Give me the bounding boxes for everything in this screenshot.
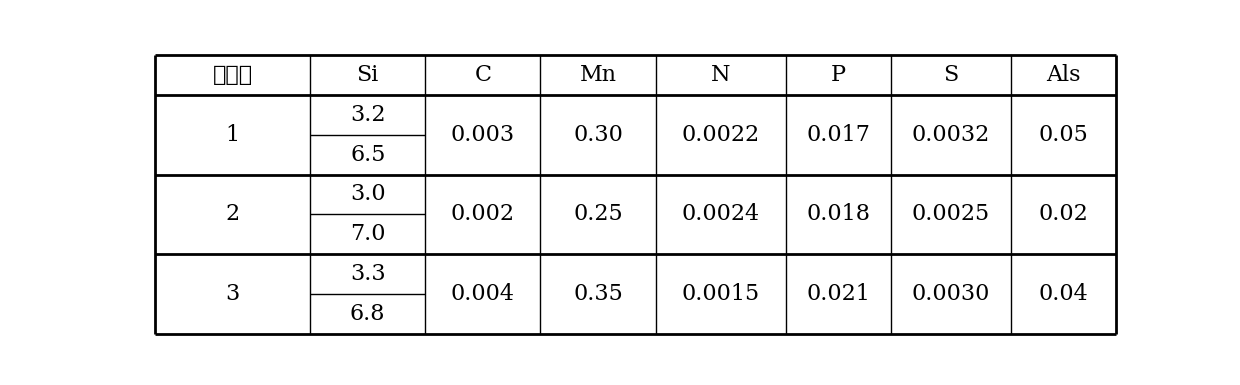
Text: 0.02: 0.02: [1039, 203, 1089, 225]
Text: Si: Si: [357, 64, 379, 86]
Text: 0.35: 0.35: [573, 283, 622, 305]
Text: 0.25: 0.25: [573, 203, 622, 225]
Text: 2: 2: [226, 203, 239, 225]
Text: 0.0022: 0.0022: [682, 124, 760, 146]
Text: 0.003: 0.003: [451, 124, 515, 146]
Text: 7.0: 7.0: [350, 223, 386, 245]
Text: 0.004: 0.004: [451, 283, 515, 305]
Text: 6.5: 6.5: [350, 144, 386, 166]
Text: 0.0030: 0.0030: [911, 283, 990, 305]
Text: 0.017: 0.017: [806, 124, 870, 146]
Text: 3.3: 3.3: [350, 263, 386, 285]
Text: 3: 3: [226, 283, 239, 305]
Text: 0.002: 0.002: [451, 203, 515, 225]
Text: 实施例: 实施例: [212, 64, 253, 86]
Text: Mn: Mn: [579, 64, 616, 86]
Text: N: N: [711, 64, 730, 86]
Text: 1: 1: [226, 124, 239, 146]
Text: S: S: [944, 64, 959, 86]
Text: 0.0025: 0.0025: [911, 203, 990, 225]
Text: 0.0032: 0.0032: [911, 124, 990, 146]
Text: 0.021: 0.021: [806, 283, 870, 305]
Text: 6.8: 6.8: [350, 303, 386, 325]
Text: 0.04: 0.04: [1039, 283, 1089, 305]
Text: P: P: [831, 64, 846, 86]
Text: 3.2: 3.2: [350, 104, 386, 126]
Text: 3.0: 3.0: [350, 183, 386, 206]
Text: 0.018: 0.018: [806, 203, 870, 225]
Text: 0.30: 0.30: [573, 124, 622, 146]
Text: Als: Als: [1047, 64, 1081, 86]
Text: 0.0015: 0.0015: [682, 283, 760, 305]
Text: 0.05: 0.05: [1039, 124, 1089, 146]
Text: C: C: [475, 64, 491, 86]
Text: 0.0024: 0.0024: [682, 203, 760, 225]
